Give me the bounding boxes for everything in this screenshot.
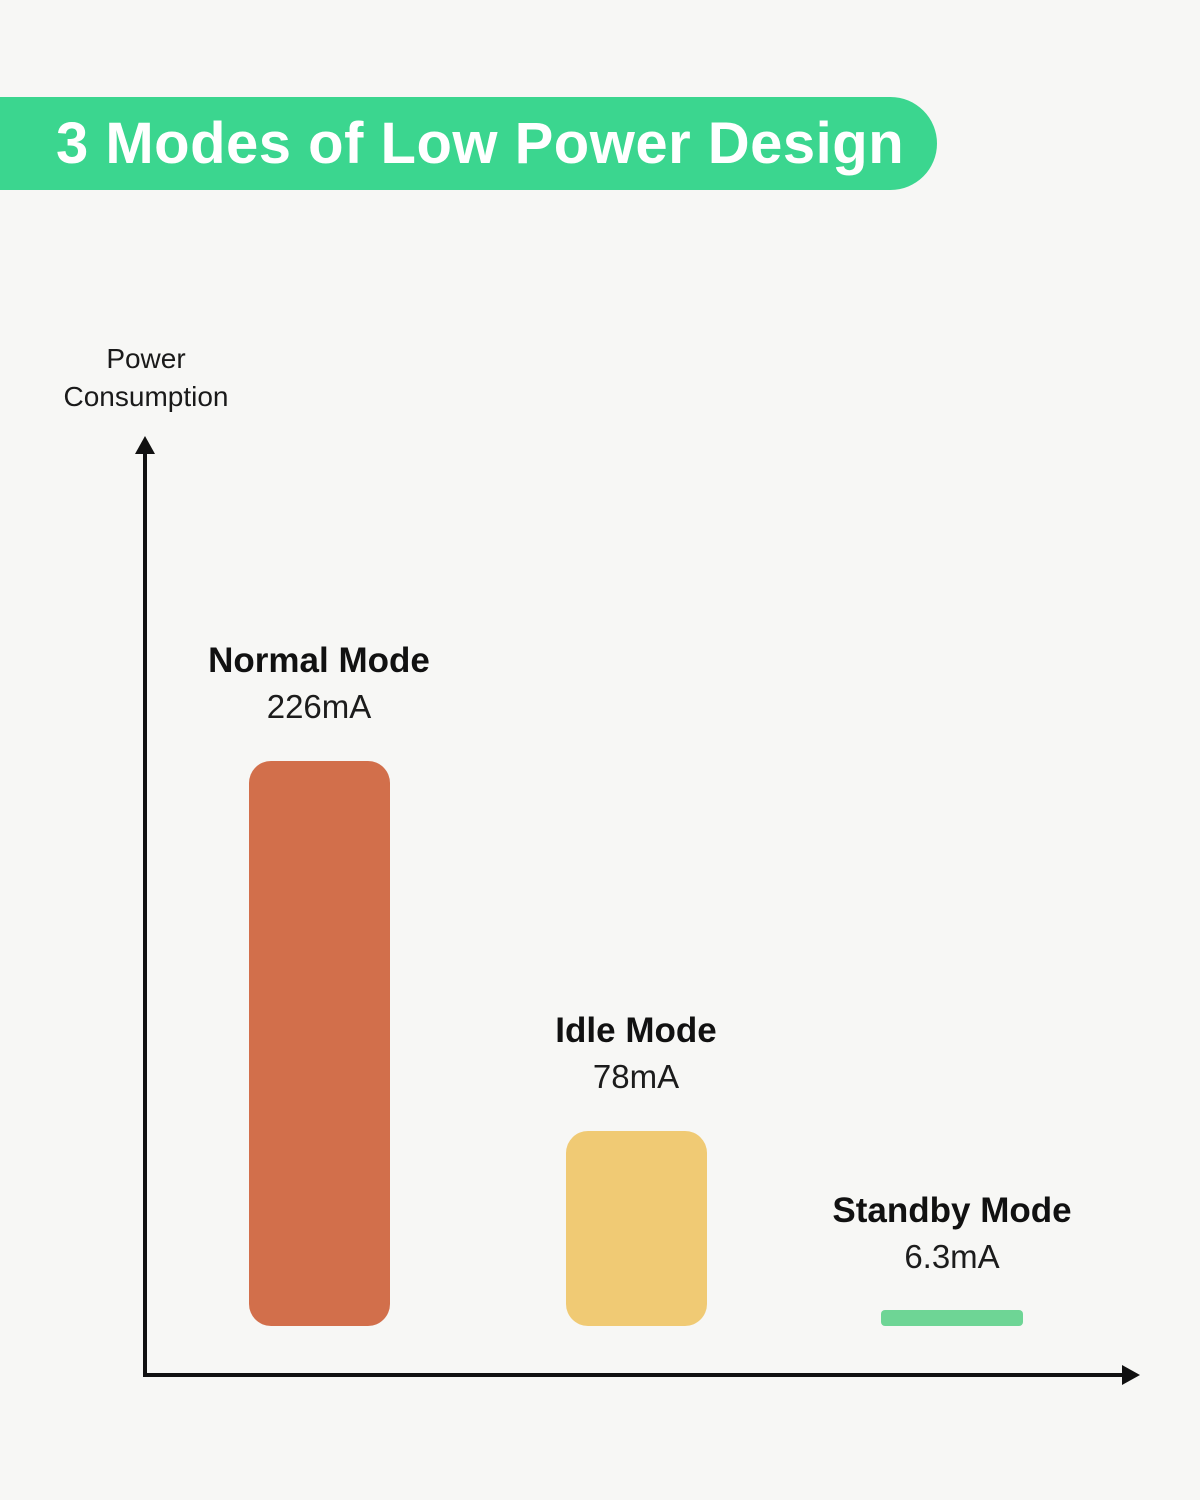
bar-label-group-idle: Idle Mode 78mA	[476, 1008, 796, 1100]
page-title: 3 Modes of Low Power Design	[56, 111, 905, 176]
category-label: Standby Mode	[832, 1191, 1072, 1230]
title-banner: 3 Modes of Low Power Design	[0, 97, 937, 190]
value-label: 226mA	[266, 688, 372, 725]
bar-label-group-standby: Standby Mode 6.3mA	[792, 1188, 1112, 1280]
bar-normal-mode	[249, 761, 390, 1326]
x-axis-line	[143, 1373, 1124, 1377]
y-axis-line	[143, 452, 147, 1377]
y-axis-label: Power Consumption	[63, 343, 229, 412]
value-label: 78mA	[592, 1058, 680, 1095]
category-label: Normal Mode	[208, 641, 430, 680]
arrow-up-icon	[135, 436, 155, 454]
bar-standby-mode	[881, 1310, 1023, 1326]
value-label: 6.3mA	[904, 1238, 1000, 1275]
bar-idle-mode	[566, 1131, 707, 1326]
bar-label-group-normal: Normal Mode 226mA	[159, 638, 479, 730]
category-label: Idle Mode	[555, 1011, 717, 1050]
arrow-right-icon	[1122, 1365, 1140, 1385]
